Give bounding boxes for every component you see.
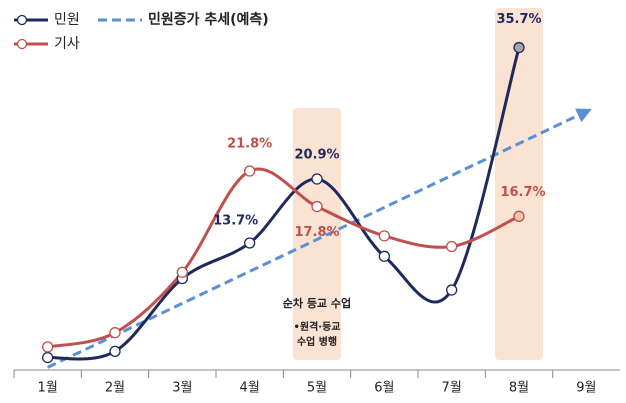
point [446, 284, 458, 296]
legend-marker [16, 14, 28, 26]
point [42, 341, 54, 353]
point [244, 237, 256, 249]
point [42, 351, 54, 364]
data-label: 13.7% [213, 213, 258, 228]
legend-label: 기사 [54, 36, 80, 52]
point [244, 165, 256, 177]
point [513, 210, 525, 222]
annotation: 수업 병행 [297, 335, 337, 348]
point [513, 41, 525, 54]
x-tick-label: 8월 [509, 381, 529, 396]
point [446, 240, 458, 253]
legend-label: 민원 [54, 12, 80, 28]
point [109, 327, 121, 339]
point [311, 173, 323, 185]
x-tick-label: 9월 [576, 381, 596, 396]
annotation: 순차 등교 수업 [283, 296, 351, 310]
annotation: •원격·등교 [294, 320, 341, 333]
point [378, 230, 390, 242]
data-label: 35.7% [496, 12, 541, 27]
x-tick-label: 4월 [240, 381, 260, 396]
data-label: 20.9% [294, 148, 339, 163]
x-tick-label: 5월 [307, 381, 327, 396]
highlight-box [293, 108, 341, 360]
series-line [47, 167, 520, 349]
x-tick-label: 2월 [105, 381, 125, 396]
data-label: 21.8% [227, 137, 272, 152]
x-tick-label: 1월 [38, 381, 58, 396]
x-tick-label: 7월 [442, 381, 462, 396]
series-line [47, 47, 521, 361]
x-tick-label: 6월 [374, 381, 394, 396]
point [378, 250, 390, 262]
point [311, 200, 323, 213]
point [109, 345, 121, 357]
point [176, 266, 188, 278]
x-tick-label: 3월 [172, 381, 192, 396]
data-label: 17.8% [294, 225, 339, 240]
trend-line [47, 108, 592, 369]
legend-marker [16, 38, 28, 50]
legend-label: 민원증가 추세(예측) [148, 11, 269, 28]
data-label: 16.7% [500, 185, 545, 200]
